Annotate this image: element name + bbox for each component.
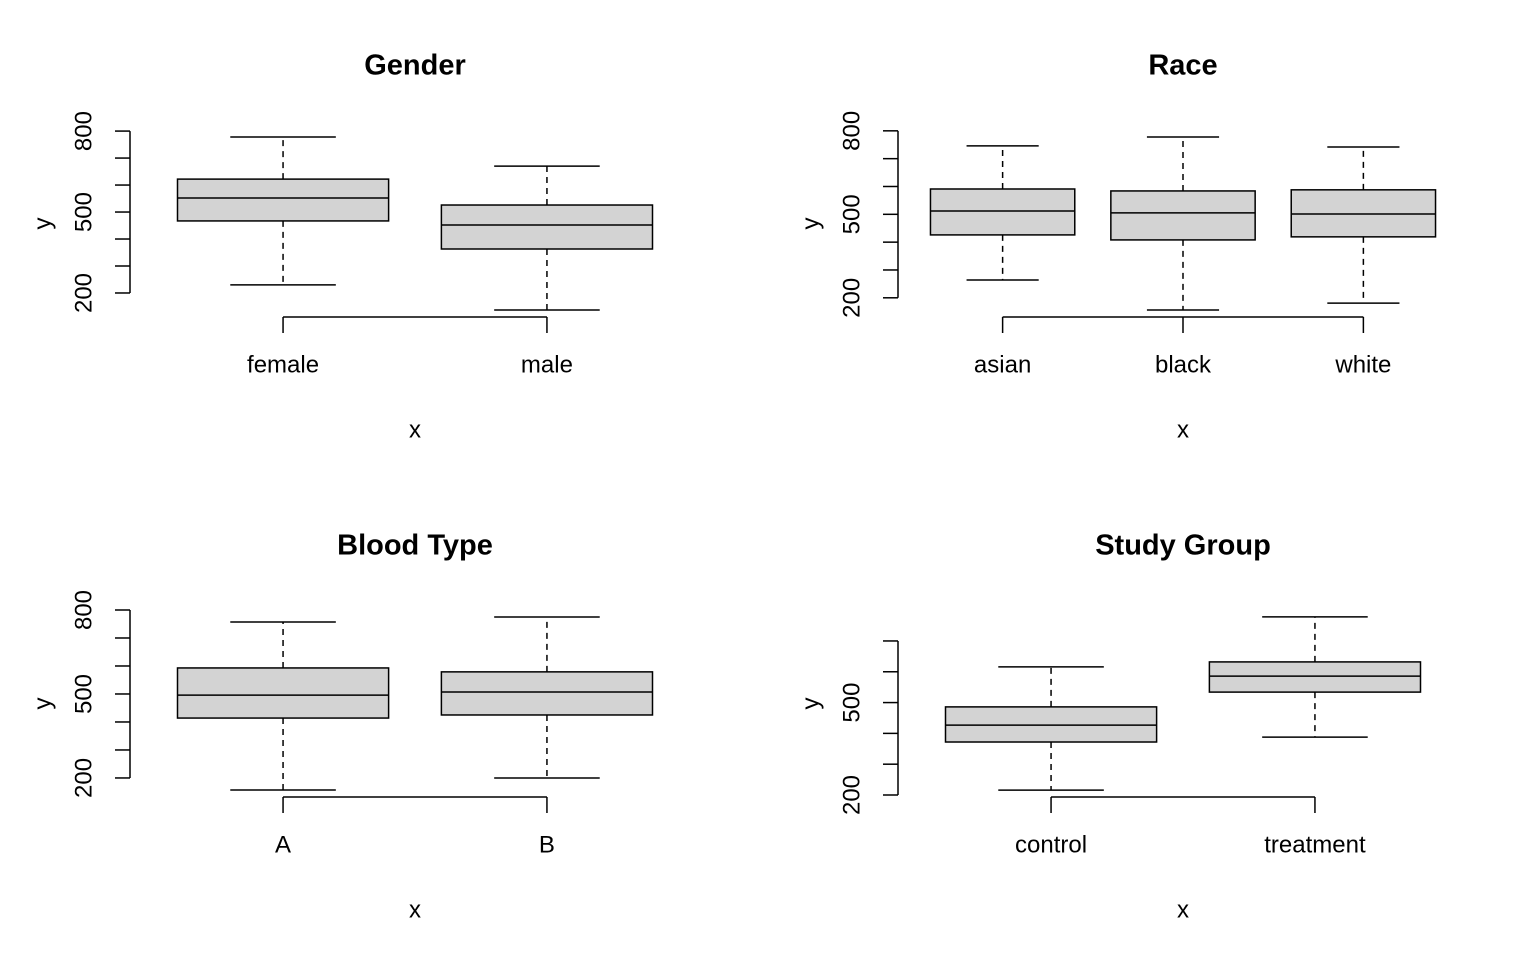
- y-tick-label: 200: [838, 775, 865, 815]
- x-tick-label: black: [1155, 351, 1212, 378]
- panel: Study Group x y 200 500 control treatment: [797, 530, 1422, 923]
- x-tick-label: B: [539, 831, 555, 858]
- panel: Blood Type x y 200 500 800 A B: [29, 530, 654, 923]
- y-tick-label: 500: [838, 194, 865, 234]
- panel-title: Race: [1148, 50, 1217, 82]
- x-tick-label: treatment: [1264, 831, 1366, 858]
- panel: Race x y 200 500 800 asian black white: [797, 50, 1437, 443]
- y-tick-label: 500: [70, 674, 97, 714]
- y-axis-label: y: [797, 218, 824, 230]
- box: [440, 204, 654, 250]
- panel-title: Gender: [364, 50, 466, 82]
- panel-title: Blood Type: [337, 530, 493, 562]
- y-axis-label: y: [29, 698, 56, 710]
- y-axis-label: y: [29, 218, 56, 230]
- y-tick-label: 500: [70, 192, 97, 232]
- x-tick-label: white: [1334, 351, 1391, 378]
- box: [176, 178, 390, 222]
- panel-title: Study Group: [1095, 530, 1271, 562]
- x-tick-label: control: [1015, 831, 1087, 858]
- y-tick-label: 800: [70, 590, 97, 630]
- x-axis-label: x: [1177, 416, 1189, 443]
- y-tick-label: 200: [70, 273, 97, 313]
- x-tick-label: female: [247, 351, 319, 378]
- y-tick-label: 200: [838, 278, 865, 318]
- y-tick-label: 200: [70, 758, 97, 798]
- y-axis-label: y: [797, 698, 824, 710]
- panel: Gender x y 200 500 800 female male: [29, 50, 654, 443]
- box: [1208, 661, 1422, 693]
- x-axis-label: x: [1177, 896, 1189, 923]
- x-axis-label: x: [409, 416, 421, 443]
- box: [176, 667, 390, 719]
- x-tick-label: A: [275, 831, 291, 858]
- x-tick-label: male: [521, 351, 573, 378]
- x-axis-label: x: [409, 896, 421, 923]
- y-tick-label: 800: [70, 111, 97, 151]
- y-tick-label: 800: [838, 111, 865, 151]
- box: [1110, 190, 1256, 241]
- y-tick-label: 500: [838, 683, 865, 723]
- box: [440, 671, 654, 716]
- box: [929, 188, 1076, 236]
- x-tick-label: asian: [974, 351, 1031, 378]
